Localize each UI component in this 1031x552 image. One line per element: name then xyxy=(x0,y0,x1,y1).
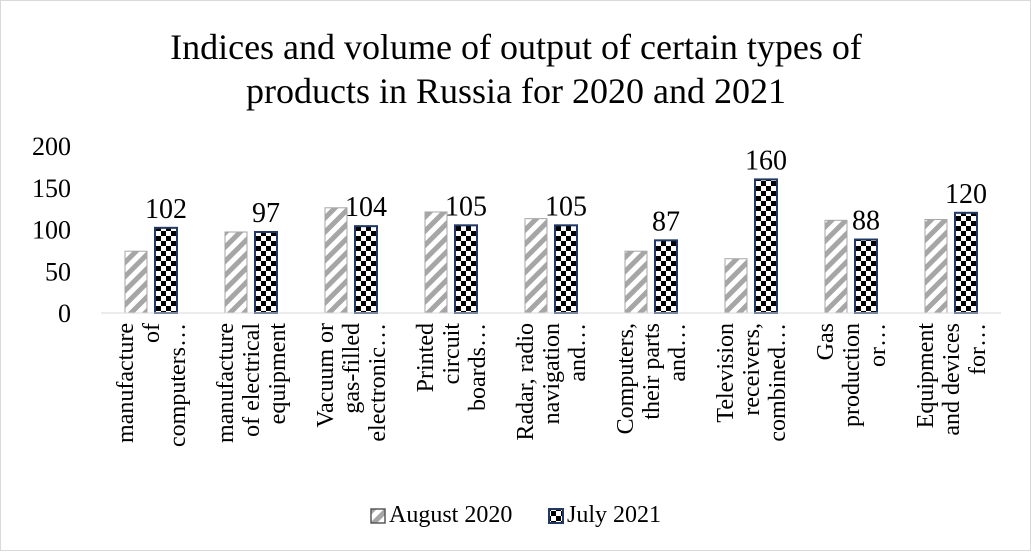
legend: August 2020 July 2021 xyxy=(370,502,661,528)
x-category-label: of xyxy=(139,323,165,343)
x-axis: manufacture of computers… manufacture of ele… xyxy=(101,312,1001,447)
bar-july-2021 xyxy=(254,231,278,315)
x-category-label: Gas xyxy=(813,323,839,360)
bar-july-2021 xyxy=(954,211,978,314)
bar-august-2020 xyxy=(624,250,648,314)
x-category-label: equipment xyxy=(265,323,291,425)
x-category-label: Equipment xyxy=(913,323,939,429)
x-category-label: electronic… xyxy=(365,323,391,442)
x-category-label: production xyxy=(839,323,865,427)
x-category-label: Printed xyxy=(413,323,439,392)
x-category-label: boards… xyxy=(465,323,491,411)
bar-july-2021 xyxy=(654,239,678,314)
x-category-label: or… xyxy=(865,323,891,367)
x-category-label: manufacture xyxy=(113,323,139,443)
chart-title: Indices and volume of output of certain … xyxy=(170,27,862,111)
legend-label-august-2020: August 2020 xyxy=(389,502,512,528)
bar-august-2020 xyxy=(124,250,148,314)
bar-july-2021 xyxy=(154,226,178,314)
x-category-label: and devices xyxy=(939,323,965,436)
bar-august-2020 xyxy=(724,258,748,314)
x-category-label: Computers, xyxy=(613,323,639,434)
bars: 102 97 104 105 105 87 160 88 120 xyxy=(124,145,987,315)
data-label-july-2021: 120 xyxy=(945,179,987,210)
data-label-july-2021: 97 xyxy=(252,198,280,229)
bar-august-2020 xyxy=(524,218,548,314)
bar-july-2021 xyxy=(354,225,378,314)
chart-title-line: Indices and volume of output of certain … xyxy=(170,27,862,67)
data-label-july-2021: 160 xyxy=(745,145,787,176)
y-tick-label: 200 xyxy=(32,132,71,161)
y-axis: 0 50 100 150 200 xyxy=(32,132,71,328)
legend-label-july-2021: July 2021 xyxy=(567,502,661,528)
y-tick-label: 0 xyxy=(58,299,71,328)
x-category-label: their parts xyxy=(639,323,665,420)
x-category-label: Vacuum or xyxy=(313,323,339,428)
x-category-label: Television xyxy=(713,323,739,423)
x-category-label: gas-filled xyxy=(339,323,365,414)
data-label-july-2021: 88 xyxy=(852,206,880,237)
bar-july-2021 xyxy=(554,224,578,314)
x-category-label: computers… xyxy=(165,323,191,447)
data-label-july-2021: 104 xyxy=(345,192,387,223)
legend-swatch-august-2020 xyxy=(370,508,386,524)
data-label-july-2021: 102 xyxy=(145,194,187,225)
x-category-label: and… xyxy=(565,323,591,382)
bar-july-2021 xyxy=(454,224,478,314)
bar-august-2020 xyxy=(824,219,848,314)
bar-august-2020 xyxy=(924,218,948,314)
x-category-label: navigation xyxy=(539,323,565,424)
x-category-label: manufacture xyxy=(213,323,239,443)
x-category-label: of electrical xyxy=(239,323,265,437)
data-label-july-2021: 105 xyxy=(445,191,487,222)
x-category-label: circuit xyxy=(439,323,465,385)
x-category-label: combined… xyxy=(765,323,791,442)
bar-august-2020 xyxy=(324,207,348,314)
data-label-july-2021: 105 xyxy=(545,191,587,222)
x-category-label: receivers, xyxy=(739,323,765,416)
bar-august-2020 xyxy=(224,231,248,314)
data-label-july-2021: 87 xyxy=(652,206,680,237)
bar-july-2021 xyxy=(754,178,778,314)
x-category-label: for… xyxy=(965,323,991,375)
x-category-label: and… xyxy=(665,323,691,382)
chart-title-line: products in Russia for 2020 and 2021 xyxy=(246,71,786,111)
bar-august-2020 xyxy=(424,211,448,314)
x-category-label: Radar, radio xyxy=(513,323,539,441)
y-tick-label: 50 xyxy=(45,257,71,286)
y-tick-label: 100 xyxy=(32,216,71,245)
y-tick-label: 150 xyxy=(32,174,71,203)
bar-july-2021 xyxy=(854,238,878,315)
legend-swatch-july-2021 xyxy=(548,508,564,524)
